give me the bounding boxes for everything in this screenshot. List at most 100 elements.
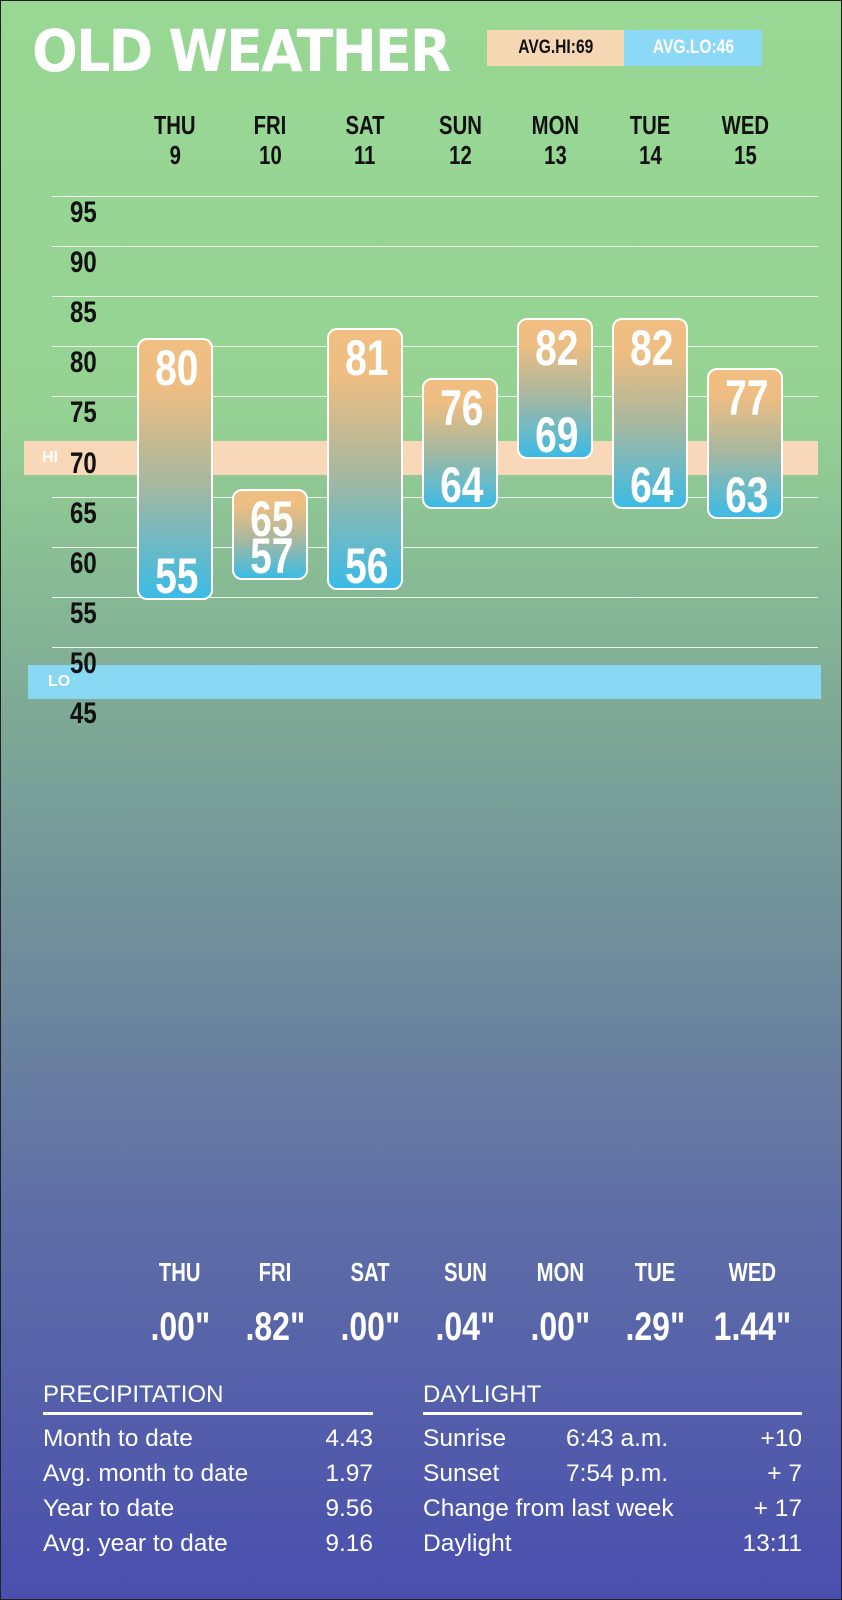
grid-line	[52, 346, 818, 347]
day-name: FRI	[253, 110, 287, 140]
avg-lo-badge: AVG.LO:46	[624, 30, 762, 66]
day-date: 9	[169, 140, 181, 170]
row-value: 1.97	[325, 1460, 373, 1487]
day-date: 11	[354, 140, 376, 170]
grid-line	[52, 196, 818, 197]
daylight-row: Sunrise 6:43 a.m. +10	[423, 1421, 802, 1456]
row-label: Avg. month to date	[43, 1460, 249, 1487]
row-label: Change from last week	[423, 1495, 674, 1522]
temp-range-bar: 82 69	[517, 318, 593, 463]
y-tick-label: 85	[70, 296, 97, 329]
precip-day-value: .04"	[435, 1305, 495, 1349]
row-change: + 17	[753, 1495, 802, 1522]
lo-band-label: LO	[48, 673, 71, 690]
day-header: FRI 10	[230, 110, 310, 170]
precipitation-panel: PRECIPITATION Month to date 4.43 Avg. mont…	[43, 1380, 373, 1561]
precipitation-row: Year to date 9.56	[43, 1491, 373, 1526]
row-change: + 7	[767, 1460, 802, 1487]
grid-line	[52, 296, 818, 297]
y-tick-label: 90	[70, 246, 97, 279]
high-temp-label: 77	[725, 370, 769, 426]
precip-day-label: SUN	[443, 1257, 487, 1287]
day-header: THU 9	[135, 110, 215, 170]
day-header: SAT 11	[325, 110, 405, 170]
row-label: Daylight	[423, 1530, 512, 1557]
hi-band-label: HI	[42, 449, 58, 466]
row-time: 7:54 p.m.	[566, 1460, 669, 1487]
day-header: TUE 14	[610, 110, 690, 170]
temp-range-bar: 77 63	[707, 368, 783, 523]
precip-day-value: .82"	[245, 1305, 305, 1349]
temp-range-bar: 82 64	[612, 318, 688, 513]
day-name: SUN	[438, 110, 482, 140]
precipitation-row: Month to date 4.43	[43, 1421, 373, 1456]
row-label: Sunrise	[423, 1425, 507, 1452]
temp-range-bar: 76 64	[422, 378, 498, 513]
high-temp-label: 65	[250, 491, 294, 547]
y-tick-label: 55	[70, 597, 97, 630]
day-date: 12	[448, 140, 472, 170]
row-change: 13:11	[742, 1530, 803, 1557]
row-value: 4.43	[325, 1425, 373, 1452]
precipitation-row: Avg. year to date 9.16	[43, 1526, 373, 1561]
day-name: SAT	[345, 110, 385, 140]
precip-day-label: FRI	[258, 1257, 292, 1287]
precip-day-label: SAT	[350, 1257, 390, 1287]
daylight-panel: DAYLIGHT Sunrise 6:43 a.m. +10 Sunset 7:54 p…	[423, 1380, 802, 1561]
precip-day-label: TUE	[634, 1257, 676, 1287]
day-name: TUE	[629, 110, 671, 140]
avg-hi-badge: AVG.HI:69	[487, 30, 624, 66]
grid-line	[52, 246, 818, 247]
precip-day-value: .00"	[530, 1305, 590, 1349]
y-tick-label: 60	[70, 547, 97, 580]
grid-line	[52, 647, 818, 648]
precipitation-title: PRECIPITATION	[43, 1380, 373, 1415]
day-name: WED	[721, 110, 769, 140]
y-tick-label: 65	[70, 497, 97, 530]
row-label: Avg. year to date	[43, 1530, 228, 1557]
day-name: MON	[531, 110, 579, 140]
low-temp-label: 56	[345, 538, 389, 594]
high-temp-label: 82	[535, 320, 579, 376]
precip-day-value: .00"	[150, 1305, 210, 1349]
high-temp-label: 82	[630, 320, 674, 376]
row-value: 9.16	[325, 1530, 373, 1557]
y-tick-label: 45	[70, 697, 97, 730]
y-tick-label: 80	[70, 346, 97, 379]
low-temp-label: 64	[440, 457, 484, 513]
low-temp-label: 63	[725, 467, 769, 523]
low-temp-label: 64	[630, 457, 674, 513]
day-date: 15	[733, 140, 757, 170]
row-label: Sunset	[423, 1460, 500, 1487]
precip-day-label: THU	[159, 1257, 201, 1287]
daylight-row: Daylight 13:11	[423, 1526, 802, 1561]
temp-range-bar: 81 56	[327, 328, 403, 594]
grid-line	[52, 547, 818, 548]
row-time: 6:43 a.m.	[566, 1425, 669, 1452]
temp-range-bar: 65 57	[232, 489, 308, 584]
day-date: 10	[258, 140, 282, 170]
low-temp-label: 57	[250, 528, 294, 584]
temp-range-bar: 80 55	[137, 338, 213, 602]
daylight-title: DAYLIGHT	[423, 1380, 802, 1415]
precip-day-value: 1.44"	[713, 1305, 791, 1349]
row-change: +10	[760, 1425, 802, 1452]
y-tick-label: 70	[70, 447, 97, 480]
daylight-row: Sunset 7:54 p.m. + 7	[423, 1456, 802, 1491]
precip-day-value: .00"	[340, 1305, 400, 1349]
day-header: SUN 12	[420, 110, 500, 170]
precip-day-value: .29"	[625, 1305, 685, 1349]
day-date: 13	[543, 140, 567, 170]
day-header: WED 15	[705, 110, 785, 170]
page-title: OLD WEATHER	[32, 17, 451, 85]
row-value: 9.56	[325, 1495, 373, 1522]
y-tick-label: 75	[70, 396, 97, 429]
row-label: Year to date	[43, 1495, 175, 1522]
low-temp-label: 69	[535, 407, 579, 463]
high-temp-label: 81	[345, 330, 389, 386]
day-date: 14	[638, 140, 662, 170]
precip-day-label: MON	[536, 1257, 584, 1287]
y-tick-label: 50	[70, 647, 97, 680]
avg-lo-band	[28, 665, 821, 699]
